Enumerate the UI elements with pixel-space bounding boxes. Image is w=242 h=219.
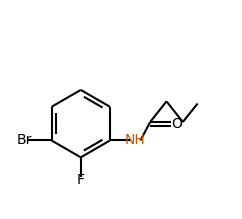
Text: NH: NH <box>125 134 146 147</box>
Text: F: F <box>77 173 85 187</box>
Text: Br: Br <box>17 134 32 147</box>
Text: O: O <box>172 117 182 131</box>
